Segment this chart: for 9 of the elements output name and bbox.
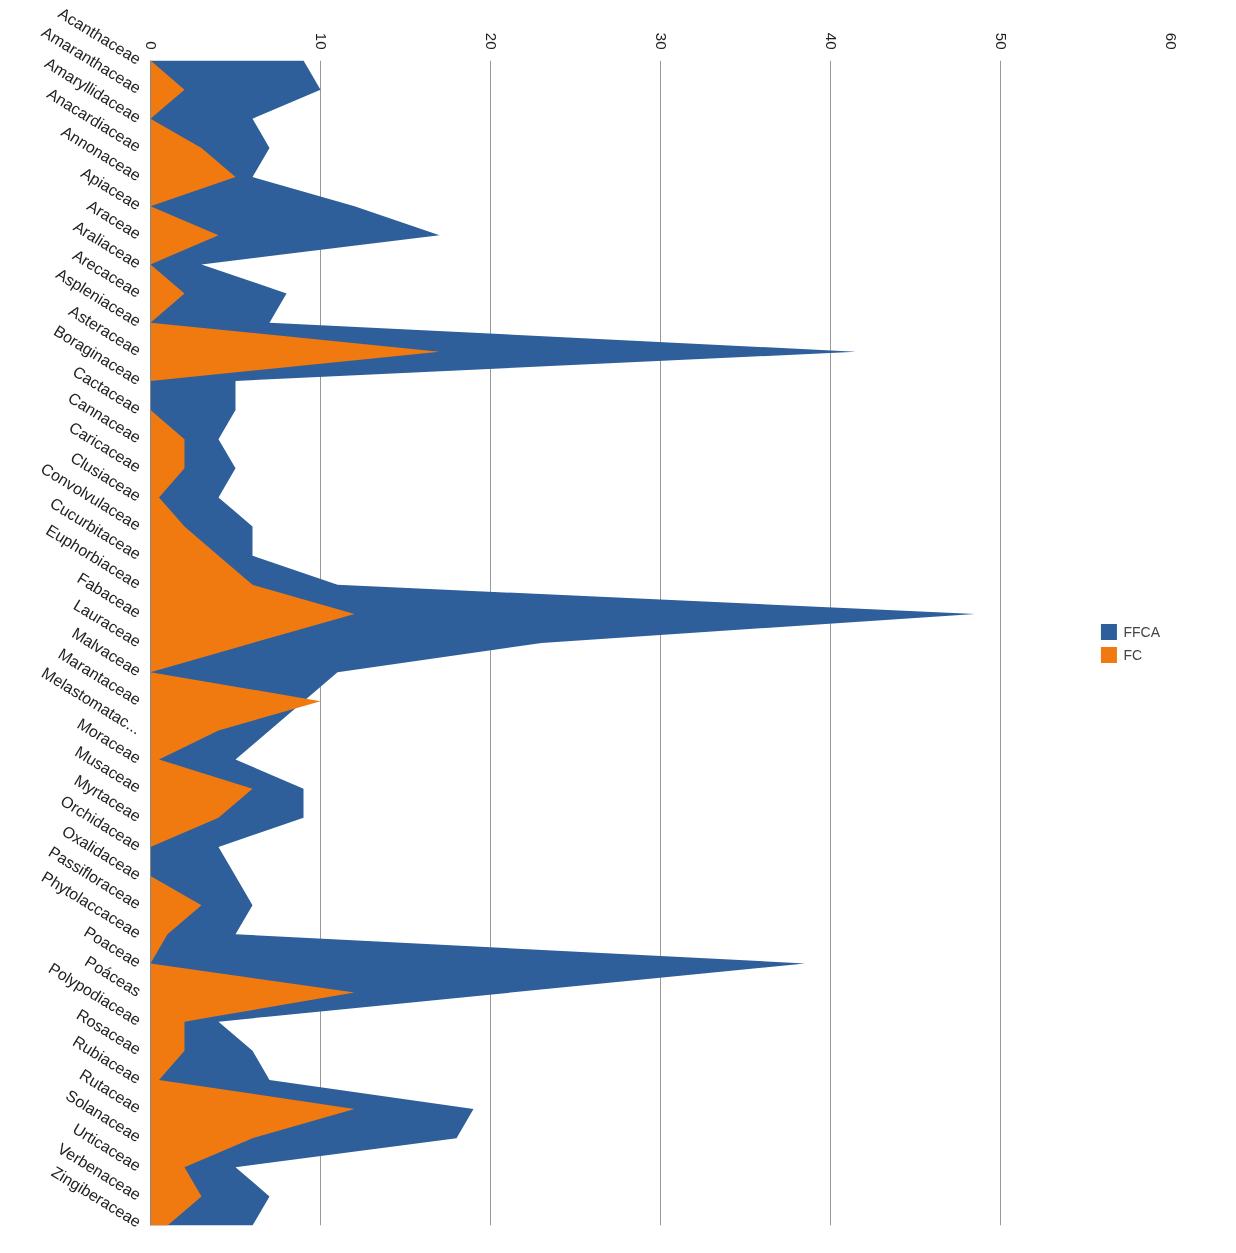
x-tick-label: 0 [142, 41, 160, 50]
x-tick-label: 60 [1162, 32, 1180, 50]
x-tick-label: 50 [992, 32, 1010, 50]
x-tick-label: 40 [822, 32, 840, 50]
x-tick-label: 10 [312, 32, 330, 50]
x-tick-label: 30 [652, 32, 670, 50]
x-tick-label: 20 [482, 32, 500, 50]
legend-label: FFCA [1123, 623, 1160, 639]
legend-label: FC [1123, 646, 1144, 662]
